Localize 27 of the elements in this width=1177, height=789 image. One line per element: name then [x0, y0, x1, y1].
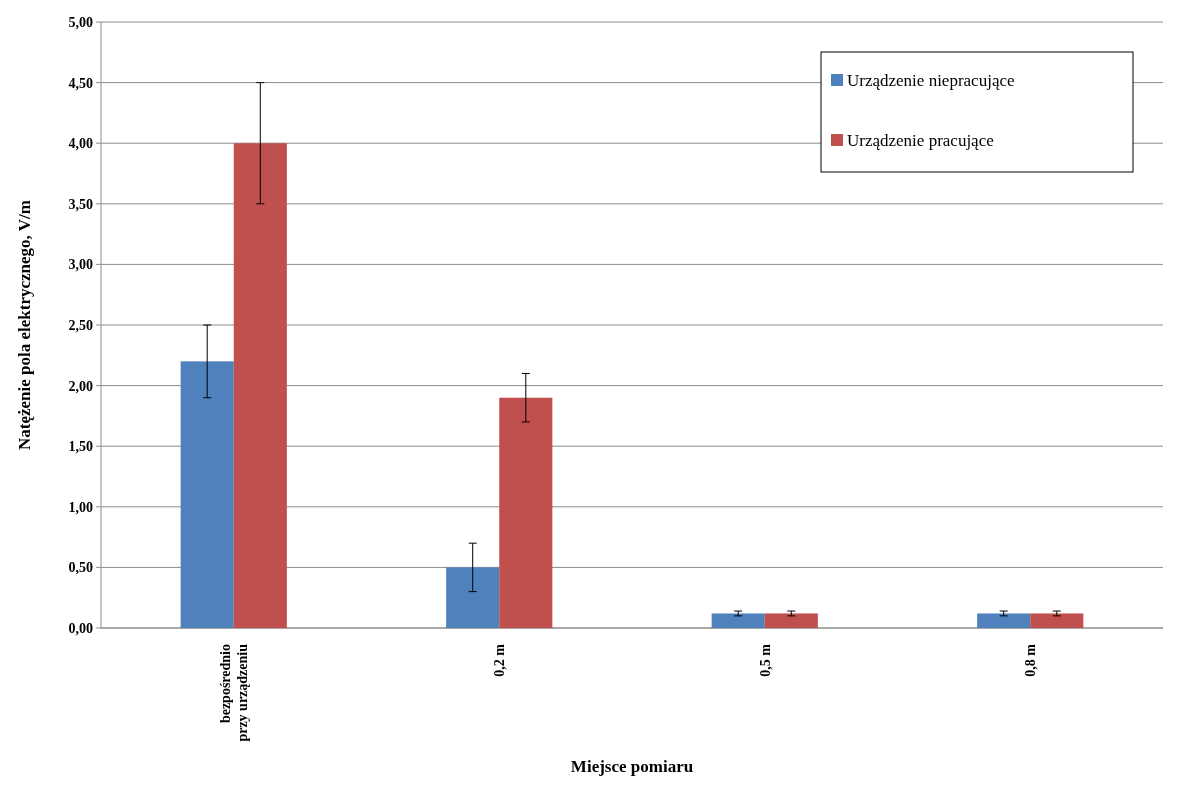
bar — [446, 567, 500, 628]
bar — [764, 613, 818, 628]
x-tick-label: 0,8 m — [1023, 643, 1039, 677]
y-tick-label: 0,00 — [68, 620, 93, 636]
legend-label: Urządzenie niepracujące — [847, 70, 1015, 90]
bar — [180, 361, 234, 628]
bar — [711, 613, 765, 628]
y-tick-label: 1,50 — [68, 439, 93, 455]
y-tick-label: 3,50 — [68, 196, 93, 212]
x-tick-label: 0,5 m — [757, 643, 773, 677]
y-tick-label: 3,00 — [68, 257, 93, 273]
y-tick-label: 0,50 — [68, 560, 93, 576]
legend-label: Urządzenie pracujące — [847, 130, 994, 150]
bar — [499, 397, 553, 628]
y-tick-label: 4,50 — [68, 75, 93, 91]
y-tick-label: 2,00 — [68, 378, 93, 394]
x-axis-title: Miejsce pomiaru — [570, 757, 694, 776]
x-tick-label: bezpośrednio przy urządzeniu — [218, 643, 251, 742]
y-axis-title: Natężenie pola elektrycznego, V/m — [15, 200, 34, 450]
bar — [233, 143, 287, 628]
x-tick-label: 0,2 m — [492, 643, 508, 677]
y-tick-label: 1,00 — [68, 499, 93, 515]
y-tick-label: 5,00 — [68, 14, 93, 30]
bar — [977, 613, 1031, 628]
y-tick-label: 2,50 — [68, 317, 93, 333]
y-tick-label: 4,00 — [68, 136, 93, 152]
bar — [1030, 613, 1084, 628]
